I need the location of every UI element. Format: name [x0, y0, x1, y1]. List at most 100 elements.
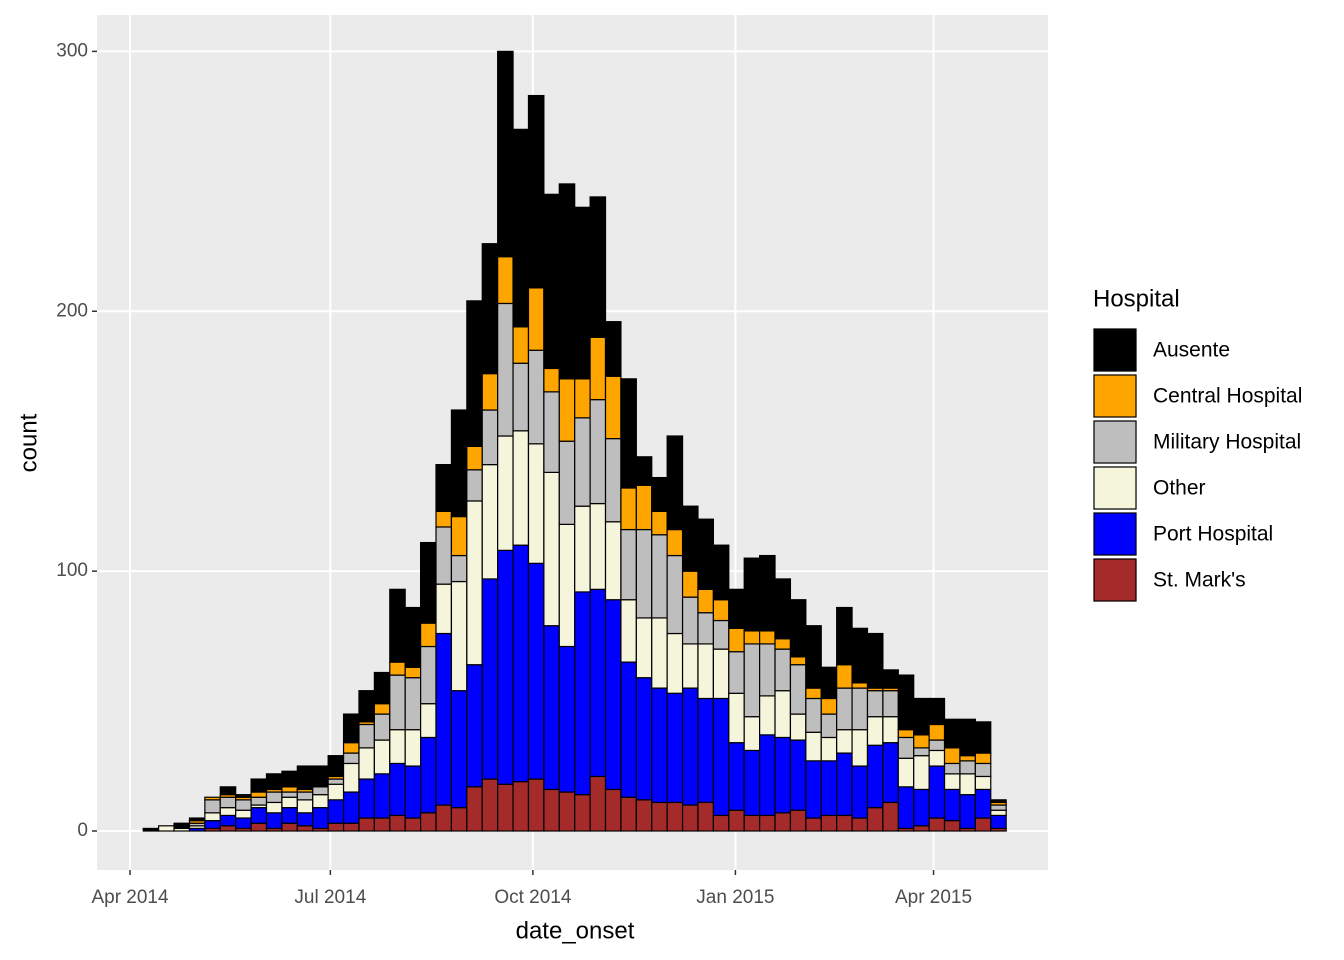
bar-segment	[913, 788, 930, 827]
bar-segment	[219, 786, 237, 796]
bar-segment	[373, 817, 391, 832]
bar-segment	[466, 664, 483, 788]
bar-segment	[481, 373, 499, 411]
bar-segment	[296, 825, 314, 832]
bar-segment	[404, 677, 422, 731]
bar-segment	[358, 690, 375, 723]
bar-segment	[574, 505, 591, 593]
bar-segment	[620, 599, 637, 663]
bar-segment	[866, 716, 884, 746]
bar-segment	[342, 713, 360, 744]
bar-segment	[789, 656, 807, 666]
bar-segment	[712, 599, 730, 622]
y-axis-title: count	[15, 413, 42, 472]
bar-segment	[697, 643, 714, 700]
bar-segment	[620, 378, 637, 489]
bar-segment	[604, 521, 622, 601]
bar-segment	[728, 809, 745, 832]
bar-segment	[404, 606, 422, 668]
bar-segment	[943, 718, 961, 749]
bar-segment	[250, 791, 268, 798]
bar-segment	[450, 515, 468, 557]
bar-segment	[974, 775, 992, 791]
bar-segment	[928, 749, 946, 767]
bar-segment	[296, 799, 314, 814]
bar-segment	[743, 557, 761, 632]
bar-segment	[312, 794, 329, 809]
bar-segment	[466, 445, 483, 471]
bar-segment	[342, 762, 360, 793]
legend-title: Hospital	[1093, 285, 1180, 312]
bar-segment	[820, 697, 838, 715]
bar-segment	[512, 781, 530, 832]
bar-segment	[681, 804, 699, 832]
bar-segment	[681, 596, 699, 645]
legend-label: Port Hospital	[1153, 523, 1273, 546]
bar-segment	[204, 812, 221, 822]
bar-segment	[250, 807, 268, 824]
bar-segment	[774, 578, 792, 640]
bar-segment	[866, 807, 884, 832]
bar-segment	[389, 588, 406, 663]
bar-segment	[420, 645, 437, 705]
bar-segment	[420, 541, 437, 624]
bar-segment	[327, 822, 345, 832]
y-tick-label: 200	[56, 300, 88, 321]
bar-segment	[512, 544, 530, 783]
bar-segment	[897, 729, 915, 739]
bar-segment	[543, 367, 560, 393]
bar-segment	[959, 755, 976, 762]
bar-segment	[235, 799, 252, 811]
bar-segment	[743, 814, 761, 832]
bar-segment	[219, 825, 237, 832]
bar-segment	[959, 794, 976, 830]
bar-segment	[712, 697, 730, 817]
bar-segment	[943, 762, 961, 775]
bar-segment	[589, 399, 607, 505]
bar-segment	[497, 435, 514, 551]
bar-segment	[435, 804, 453, 832]
bar-segment	[543, 625, 560, 791]
bar-segment	[404, 729, 422, 767]
bar-segment	[312, 807, 329, 830]
bar-segment	[281, 786, 298, 793]
legend-swatch	[1093, 328, 1137, 372]
bar-segment	[728, 742, 745, 811]
bar-segment	[358, 723, 375, 749]
bar-segment	[250, 822, 268, 832]
bar-segment	[666, 554, 684, 635]
bar-segment	[574, 591, 591, 796]
bar-segment	[820, 666, 838, 700]
bar-segment	[558, 523, 576, 648]
bar-segment	[604, 375, 622, 440]
bar-segment	[928, 817, 946, 832]
bar-segment	[281, 791, 298, 798]
bar-segment	[882, 690, 899, 718]
bar-segment	[820, 760, 838, 817]
bar-segment	[882, 742, 899, 804]
bar-segment	[173, 822, 191, 830]
bar-segment	[574, 378, 591, 419]
bar-segment	[497, 549, 514, 785]
bar-segment	[897, 674, 915, 731]
bar-segment	[589, 588, 607, 778]
bar-segment	[420, 736, 437, 814]
bar-segment	[373, 703, 391, 715]
bar-segment	[851, 729, 869, 767]
bar-segment	[558, 791, 576, 832]
bar-segment	[527, 778, 545, 832]
bar-segment	[728, 651, 745, 694]
bar-segment	[342, 822, 360, 832]
bar-segment	[728, 627, 745, 653]
bar-segment	[789, 713, 807, 741]
bar-segment	[420, 812, 437, 832]
bar-segment	[728, 692, 745, 744]
bar-segment	[158, 825, 175, 832]
bar-segment	[450, 690, 468, 809]
bar-segment	[604, 438, 622, 523]
bar-segment	[327, 755, 345, 778]
bar-segment	[466, 500, 483, 666]
bar-segment	[527, 94, 545, 289]
bar-segment	[420, 703, 437, 739]
bar-segment	[435, 526, 453, 585]
